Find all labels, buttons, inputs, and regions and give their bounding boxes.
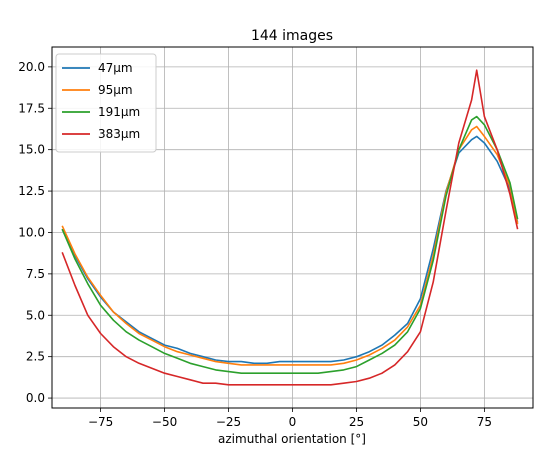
legend-label-47um: 47μm	[98, 61, 133, 75]
legend: 47μm 95μm 191μm 383μm	[55, 53, 157, 153]
y-tick-label: 17.5	[18, 101, 45, 115]
series-lines	[61, 69, 519, 386]
x-tick-label: −25	[216, 415, 241, 429]
y-tick-label: 20.0	[18, 60, 45, 74]
x-tick-label: 25	[349, 415, 364, 429]
y-tick-label: 0.0	[26, 391, 45, 405]
y-tick-label: 2.5	[26, 350, 45, 364]
y-tick-label: 15.0	[18, 143, 45, 157]
legend-box	[55, 53, 157, 153]
legend-label-383um: 383μm	[98, 127, 140, 141]
x-tick-label: 0	[289, 415, 297, 429]
x-tick-label: −75	[88, 415, 113, 429]
legend-label-191um: 191μm	[98, 105, 140, 119]
y-axis-ticks: 0.0 2.5 5.0 7.5 10.0 12.5 15.0 17.5 20.0	[18, 60, 52, 405]
x-axis-label: azimuthal orientation [°]	[218, 432, 366, 446]
y-tick-label: 5.0	[26, 308, 45, 322]
y-tick-label: 10.0	[18, 225, 45, 239]
legend-label-95um: 95μm	[98, 83, 133, 97]
series-line-383um	[61, 69, 519, 386]
y-tick-label: 12.5	[18, 184, 45, 198]
x-tick-label: −50	[152, 415, 177, 429]
x-tick-label: 50	[413, 415, 428, 429]
chart-title: 144 images	[251, 28, 333, 44]
y-tick-label: 7.5	[26, 267, 45, 281]
x-axis-ticks: −75 −50 −25 0 25 50 75	[88, 408, 492, 429]
x-tick-label: 75	[477, 415, 492, 429]
gridlines	[52, 47, 533, 408]
